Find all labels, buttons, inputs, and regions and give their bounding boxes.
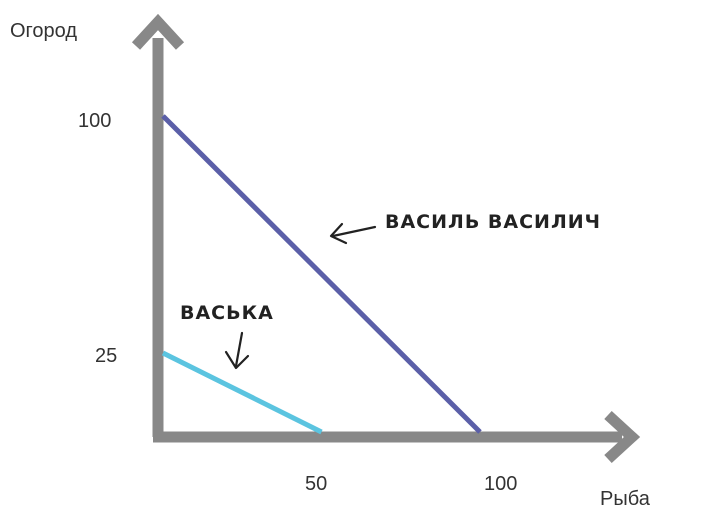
y-tick-label-25: 25 <box>95 345 117 367</box>
x-tick-label-50: 50 <box>305 473 327 495</box>
annotation-vasil-vasilich: ВАСИЛЬ ВАСИЛИЧ <box>385 211 601 233</box>
series-line-1 <box>161 114 482 434</box>
axes <box>131 13 641 464</box>
y-axis-arrow <box>131 13 185 50</box>
series-layer <box>161 114 482 435</box>
x-axis-arrow <box>604 410 641 464</box>
series-line-2 <box>161 350 323 435</box>
annotation-arrow-vasil-vasilich <box>329 222 377 245</box>
y-tick-label-100: 100 <box>78 110 111 132</box>
annotation-vaska: ВАСЬКА <box>180 302 274 324</box>
x-tick-label-100: 100 <box>484 473 517 495</box>
y-axis-label: Огород <box>10 20 77 42</box>
x-axis-label: Рыба <box>600 488 651 510</box>
annotation-arrow-vaska <box>224 331 250 370</box>
